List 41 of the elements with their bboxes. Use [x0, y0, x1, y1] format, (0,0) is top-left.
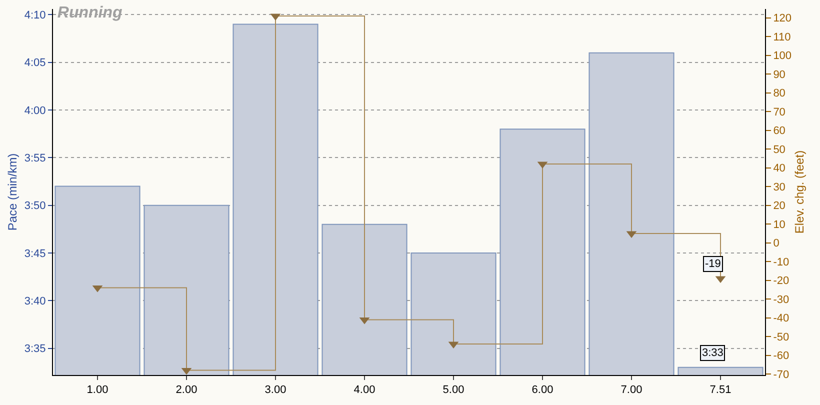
y2-tick-label: 70 — [773, 106, 786, 118]
y2-tick-label: -10 — [773, 256, 790, 268]
y-tick-label: 4:00 — [24, 104, 46, 117]
y2-tick-label: -40 — [773, 312, 790, 325]
y2-tick-label: -50 — [773, 331, 790, 344]
y2-tick-label: 50 — [773, 144, 786, 156]
x-tick-label: 7.00 — [620, 384, 642, 396]
x-tick-label: 3.00 — [264, 384, 286, 396]
chart-title: Running — [57, 4, 122, 22]
y-tick-label: 3:55 — [24, 152, 46, 165]
y2-tick-label: -70 — [773, 368, 790, 381]
y2-tick-label: 90 — [773, 68, 786, 81]
y2-tick-label: 120 — [773, 12, 792, 25]
y-tick-label: 3:45 — [24, 248, 46, 260]
y-tick-label: 3:35 — [24, 343, 46, 356]
y-tick-label: 3:50 — [24, 200, 46, 212]
data-label: -19 — [705, 258, 721, 270]
y2-tick-label: -30 — [773, 294, 790, 306]
y2-tick-label: 30 — [773, 181, 786, 194]
x-tick-label: 4.00 — [354, 384, 376, 396]
y-axis-title: Pace (min/km) — [6, 153, 20, 231]
y2-tick-label: 10 — [773, 218, 786, 231]
y2-axis-title: Elev. chg. (feet) — [792, 150, 806, 234]
data-label: 3:33 — [702, 347, 724, 359]
x-tick-label: 7.51 — [710, 384, 732, 396]
y2-tick-label: -60 — [773, 350, 790, 362]
y2-tick-label: 80 — [773, 88, 786, 100]
y2-tick-label: 100 — [773, 50, 792, 62]
y2-tick-label: 0 — [773, 238, 780, 250]
y2-tick-label: 60 — [773, 125, 786, 138]
x-tick-label: 2.00 — [176, 384, 198, 396]
y-tick-label: 3:40 — [24, 296, 46, 308]
y2-tick-label: 110 — [773, 31, 791, 44]
x-tick-label: 5.00 — [442, 384, 464, 396]
y2-tick-label: 20 — [773, 200, 786, 212]
y2-tick-label: 40 — [773, 162, 786, 175]
y-tick-label: 4:10 — [24, 10, 46, 22]
x-tick-label: 1.00 — [86, 384, 108, 396]
y-tick-label: 4:05 — [24, 57, 46, 70]
x-tick-label: 6.00 — [532, 384, 554, 396]
y2-tick-label: -20 — [773, 275, 790, 288]
